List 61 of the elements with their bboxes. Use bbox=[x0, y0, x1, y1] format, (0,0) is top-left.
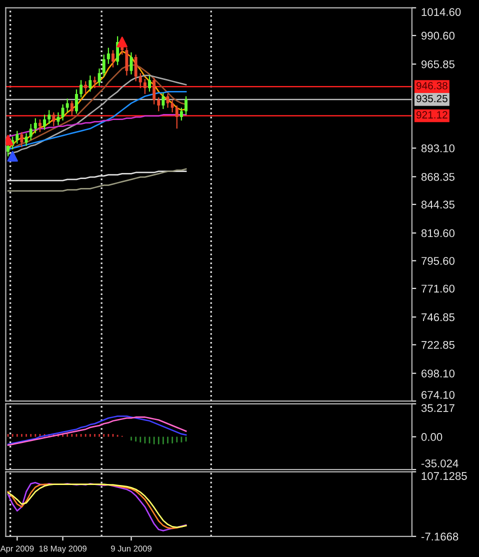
candlestick bbox=[61, 104, 64, 122]
x-tick-label: 9 Jun 2009 bbox=[111, 546, 152, 552]
candlestick bbox=[184, 96, 188, 116]
y-tick-label: 795.60 bbox=[422, 256, 455, 265]
candlestick bbox=[70, 100, 74, 116]
candlestick bbox=[38, 118, 42, 133]
y-tick-label: 965.85 bbox=[421, 60, 454, 68]
candlestick bbox=[20, 132, 24, 148]
y-tick-label: 674.10 bbox=[422, 390, 455, 399]
y-tick-label: 771.60 bbox=[422, 284, 455, 293]
candlestick bbox=[88, 74, 92, 92]
candlestick bbox=[34, 118, 37, 134]
y-tick-label: 819.60 bbox=[421, 229, 455, 238]
y-tick-label: 868.35 bbox=[421, 172, 454, 181]
candlestick bbox=[24, 132, 28, 146]
candlestick bbox=[152, 77, 156, 105]
line-series bbox=[7, 168, 187, 192]
y-tick-label: 990.60 bbox=[421, 32, 455, 40]
y-tick-label: -7.1668 bbox=[421, 532, 458, 541]
y-tick-label: 746.85 bbox=[422, 313, 454, 322]
candlestick bbox=[148, 74, 151, 92]
candlestick bbox=[66, 98, 69, 113]
x-tick-label: Apr 2009 bbox=[0, 546, 34, 554]
ref-line-label: 921.12 bbox=[416, 111, 448, 119]
candlestick bbox=[16, 130, 19, 144]
y-tick-label: -35.024 bbox=[421, 459, 458, 468]
ref-line-label: 935.25 bbox=[416, 94, 448, 102]
candlestick bbox=[180, 107, 183, 122]
candlestick bbox=[166, 93, 170, 108]
y-tick-label: 107.1285 bbox=[422, 472, 467, 480]
candlestick bbox=[157, 96, 160, 112]
y-tick-label: 35.217 bbox=[421, 404, 454, 412]
candlestick bbox=[143, 78, 146, 95]
candlestick bbox=[102, 54, 106, 78]
candlestick bbox=[175, 104, 178, 130]
candlestick bbox=[48, 110, 51, 125]
candlestick bbox=[112, 50, 114, 68]
candlestick bbox=[134, 54, 138, 82]
ref-line-label: 946.38 bbox=[416, 82, 448, 90]
point bbox=[7, 150, 18, 162]
y-tick-label: 0.00 bbox=[421, 433, 442, 441]
x-tick-label: 18 May 2009 bbox=[39, 546, 86, 554]
candlestick bbox=[75, 88, 78, 114]
candlestick bbox=[106, 47, 110, 64]
candlestick bbox=[125, 47, 128, 76]
candlestick bbox=[138, 72, 142, 89]
y-tick-label: 893.10 bbox=[421, 144, 455, 152]
candlestick bbox=[29, 123, 32, 141]
y-tick-label: 1014.60 bbox=[422, 8, 461, 16]
y-tick-label: 698.10 bbox=[422, 370, 455, 378]
candlestick bbox=[84, 80, 88, 95]
candlestick bbox=[170, 99, 174, 113]
point bbox=[116, 36, 128, 48]
candlestick bbox=[93, 76, 96, 89]
y-tick-label: 722.85 bbox=[422, 341, 454, 349]
candlestick bbox=[162, 92, 165, 110]
candlestick bbox=[98, 68, 101, 86]
y-tick-label: 844.35 bbox=[421, 200, 454, 209]
candlestick bbox=[80, 80, 83, 98]
candlestick bbox=[52, 112, 56, 127]
candlestick bbox=[43, 114, 46, 130]
